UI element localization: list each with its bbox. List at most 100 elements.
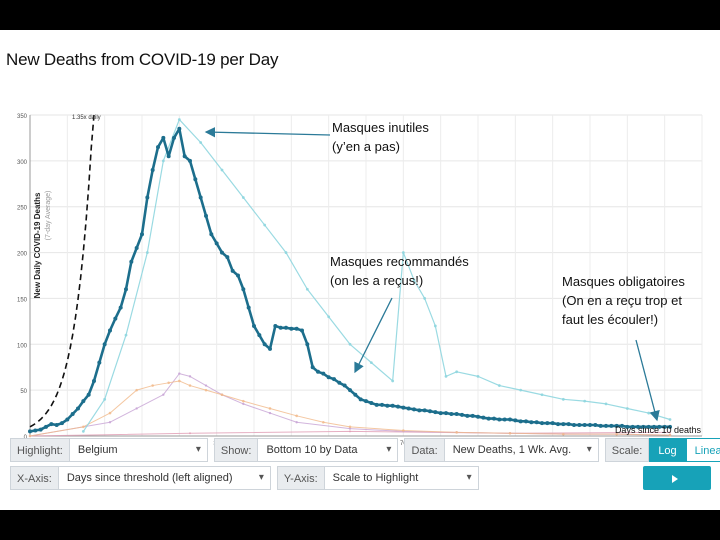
data-point	[476, 374, 480, 378]
data-point	[103, 397, 107, 401]
data-point	[561, 397, 565, 401]
data-point	[135, 407, 138, 410]
data-point	[662, 424, 667, 429]
x-tick-label: 70	[400, 441, 407, 447]
data-label: Data:	[404, 438, 445, 462]
data-point	[236, 273, 240, 278]
data-point	[252, 323, 256, 328]
data-point	[268, 346, 272, 351]
data-point	[358, 397, 363, 402]
animate-button[interactable]: Animate	[643, 466, 711, 509]
data-point	[177, 118, 181, 121]
data-point	[241, 196, 245, 199]
data-point	[396, 404, 400, 409]
annotation-arrow	[354, 297, 393, 374]
data-point	[97, 360, 102, 365]
yaxis-select[interactable]: Scale to Highlight ▾	[324, 466, 479, 490]
data-point	[284, 325, 288, 330]
data-point	[428, 409, 432, 414]
show-value: Bottom 10 by Data	[266, 444, 358, 456]
data-point	[390, 403, 395, 408]
data-point	[364, 399, 368, 404]
data-point	[300, 328, 304, 333]
data-point	[162, 393, 165, 396]
data-point	[449, 411, 454, 416]
data-point	[412, 278, 416, 282]
series-group	[28, 114, 672, 438]
data-point	[166, 154, 171, 159]
data-point	[630, 424, 635, 429]
data-point	[562, 432, 565, 436]
data-point	[167, 381, 170, 385]
data-point	[636, 424, 640, 429]
data-point	[246, 305, 251, 310]
data-point	[76, 406, 80, 411]
annotation-text: Masques inutiles	[332, 120, 429, 135]
yaxis-value: Scale to Highlight	[332, 472, 419, 484]
data-point	[556, 422, 560, 427]
y-tick-label: 100	[17, 343, 28, 349]
data-point	[198, 195, 203, 200]
annotation-text: (on les a reçus!)	[330, 273, 423, 288]
data-point	[417, 408, 422, 413]
y-tick-label: 250	[17, 206, 28, 212]
data-point	[337, 380, 342, 385]
data-point	[582, 422, 587, 427]
data-point	[305, 287, 309, 291]
data-select[interactable]: New Deaths, 1 Wk. Avg. ▾	[444, 438, 599, 462]
scale-linear-button[interactable]: Linear	[685, 438, 720, 462]
data-point	[518, 419, 523, 424]
data-point	[28, 434, 32, 438]
data-point	[444, 374, 448, 378]
chevron-down-icon: ▾	[386, 444, 392, 455]
page-title: New Deaths from COVID-19 per Day	[6, 50, 279, 69]
data-point	[380, 402, 384, 407]
y-tick-label: 50	[20, 389, 27, 395]
data-point	[476, 414, 480, 419]
y-tick-label: 150	[17, 297, 28, 303]
data-point	[668, 424, 672, 429]
data-point	[214, 241, 219, 246]
data-point	[641, 424, 646, 429]
data-point	[81, 399, 86, 404]
data-point	[492, 416, 496, 421]
data-point	[204, 388, 208, 392]
data-point	[422, 408, 427, 413]
data-point	[646, 424, 651, 429]
data-point	[353, 392, 358, 397]
data-point	[150, 168, 155, 173]
data-point	[263, 223, 267, 227]
chevron-down-icon: ▾	[586, 444, 592, 455]
data-point	[161, 135, 166, 140]
series-line	[82, 118, 671, 432]
scale-log-button[interactable]: Log	[649, 438, 686, 462]
data-point	[572, 422, 576, 427]
data-point	[566, 422, 571, 427]
doubling-reference-line	[29, 114, 95, 428]
xaxis-select[interactable]: Days since threshold (left aligned) ▾	[58, 466, 271, 490]
data-point	[220, 168, 224, 172]
data-point	[204, 213, 208, 218]
data-value: New Deaths, 1 Wk. Avg.	[452, 444, 572, 456]
data-point	[189, 432, 191, 435]
data-point	[278, 325, 283, 330]
data-point	[391, 379, 395, 383]
data-point	[124, 287, 128, 292]
data-point	[295, 421, 298, 424]
highlight-value: Belgium	[77, 444, 118, 456]
data-point	[262, 342, 267, 347]
show-select[interactable]: Bottom 10 by Data ▾	[258, 438, 399, 462]
data-point	[657, 424, 662, 429]
controls-row-2: X-Axis: Days since threshold (left align…	[10, 466, 711, 509]
data-point	[669, 431, 671, 434]
data-point	[342, 383, 347, 388]
data-point	[455, 431, 458, 434]
data-point	[593, 422, 598, 427]
series-0	[28, 126, 672, 434]
data-point	[583, 399, 587, 403]
y-tick-label: 350	[17, 114, 28, 120]
annotation-text: Masques obligatoires	[562, 274, 685, 289]
highlight-select[interactable]: Belgium ▾	[69, 438, 208, 462]
data-point	[348, 427, 352, 430]
data-point	[668, 433, 672, 437]
